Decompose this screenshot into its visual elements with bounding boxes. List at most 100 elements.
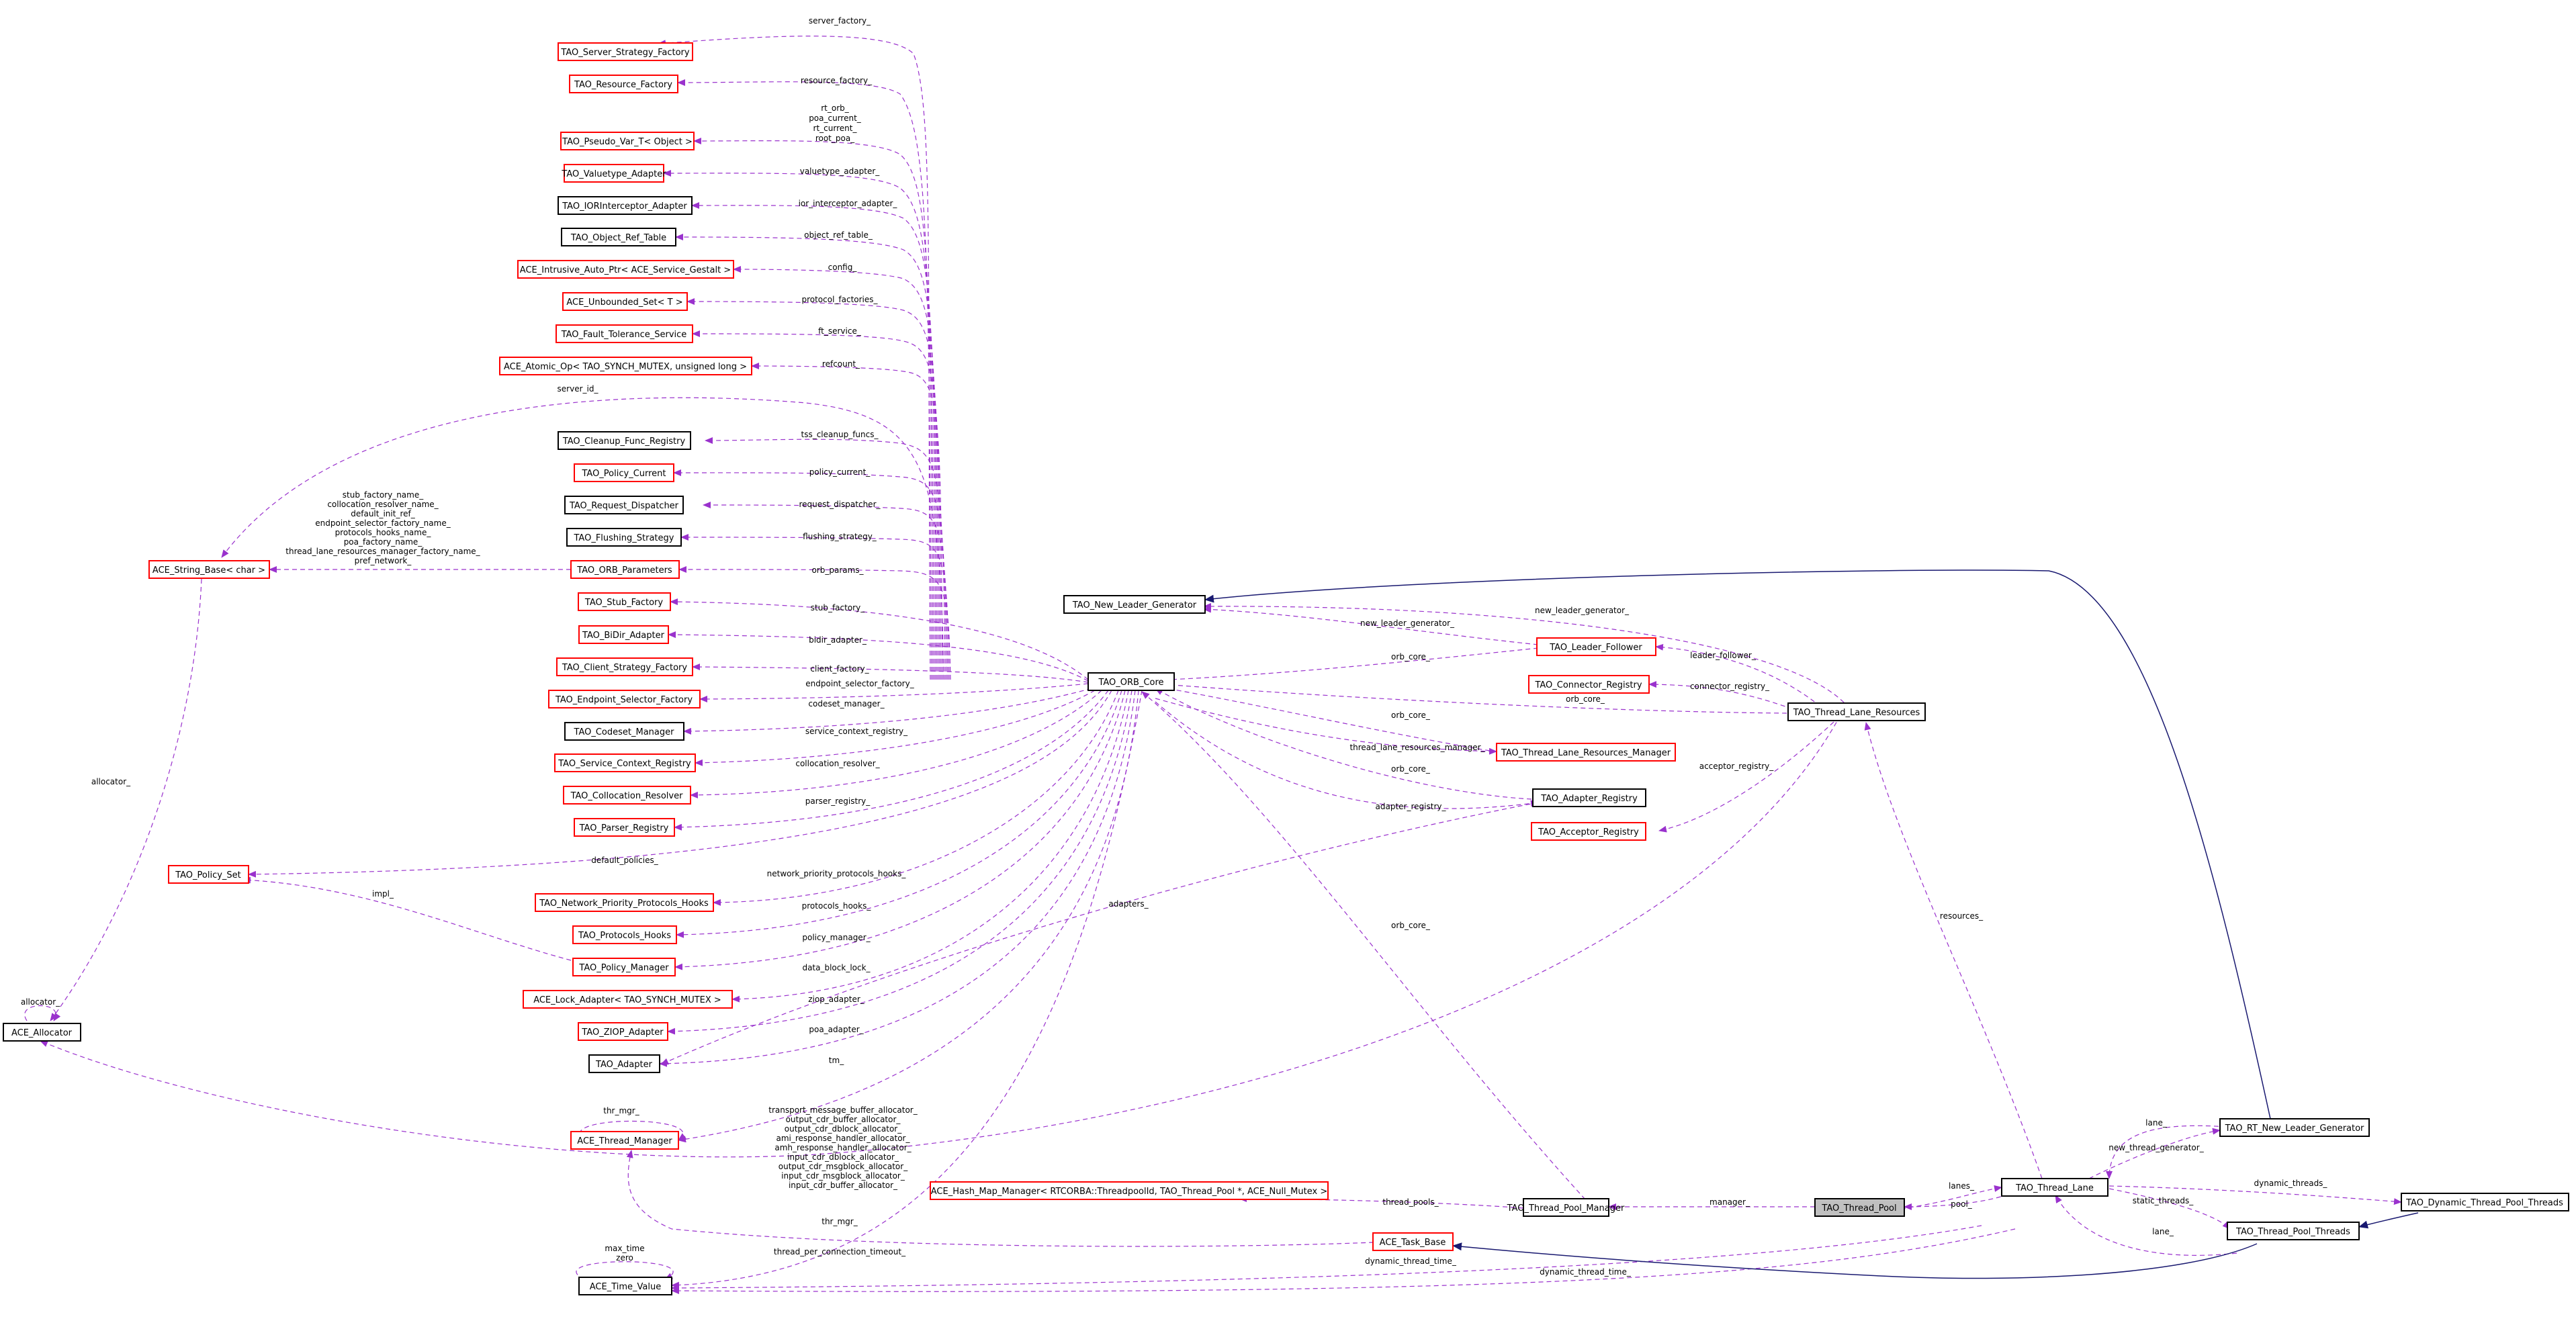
label-thr-mgr: thr_mgr_ <box>821 1217 858 1226</box>
edge-policy-manager <box>674 690 1126 970</box>
node-adapter-registry[interactable]: TAO_Adapter_Registry <box>1532 788 1646 807</box>
node-stub-factory[interactable]: TAO_Stub_Factory <box>578 592 671 611</box>
node-label: TAO_Service_Context_Registry <box>558 759 691 769</box>
node-cleanup-func-registry[interactable]: TAO_Cleanup_Func_Registry <box>558 431 691 450</box>
node-orb-core[interactable]: TAO_ORB_Core <box>1087 672 1175 691</box>
edge-endpoint-selector <box>699 683 1089 702</box>
node-service-context-registry[interactable]: TAO_Service_Context_Registry <box>554 753 696 772</box>
label-default-init-ref: default_init_ref_ <box>351 509 415 518</box>
node-task-base[interactable]: ACE_Task_Base <box>1372 1232 1454 1251</box>
label-resource-factory: resource_factory_ <box>801 76 873 85</box>
label-ft-service: ft_service_ <box>818 326 862 336</box>
label-ziop-adapter: ziop_adapter_ <box>808 995 865 1004</box>
edge-parser-registry <box>674 690 1109 831</box>
node-request-dispatcher[interactable]: TAO_Request_Dispatcher <box>564 496 684 514</box>
edge-static-threads <box>2108 1188 2231 1230</box>
node-atomic-op[interactable]: ACE_Atomic_Op< TAO_SYNCH_MUTEX, unsigned… <box>499 357 752 375</box>
label-poa-adapter: poa_adapter_ <box>809 1025 864 1034</box>
label-codeset-manager: codeset_manager_ <box>808 699 885 708</box>
label-tlr-manager: thread_lane_resources_manager_ <box>1349 743 1485 752</box>
node-ior-interceptor-adapter[interactable]: TAO_IORInterceptor_Adapter <box>558 196 693 215</box>
node-dynamic-thread-pool-threads[interactable]: TAO_Dynamic_Thread_Pool_Threads <box>2401 1193 2569 1211</box>
node-tao-adapter[interactable]: TAO_Adapter <box>588 1054 660 1073</box>
edge-leader-follower <box>1655 643 1828 713</box>
label-alloc-8: input_cdr_buffer_allocator_ <box>789 1181 898 1190</box>
node-fault-tolerance[interactable]: TAO_Fault_Tolerance_Service <box>556 324 693 343</box>
node-label: ACE_Thread_Manager <box>577 1136 672 1146</box>
node-protocols-hooks[interactable]: TAO_Protocols_Hooks <box>572 925 677 944</box>
node-label: TAO_ORB_Parameters <box>576 565 672 576</box>
node-parser-registry[interactable]: TAO_Parser_Registry <box>574 818 675 837</box>
node-network-priority-hooks[interactable]: TAO_Network_Priority_Protocols_Hooks <box>535 893 714 912</box>
node-label: ACE_String_Base< char > <box>152 565 265 576</box>
node-orb-parameters[interactable]: TAO_ORB_Parameters <box>570 560 680 579</box>
node-collocation-resolver[interactable]: TAO_Collocation_Resolver <box>563 786 691 805</box>
node-policy-set[interactable]: TAO_Policy_Set <box>168 865 249 884</box>
node-label: TAO_Collocation_Resolver <box>570 791 684 801</box>
node-label: TAO_Parser_Registry <box>579 823 669 833</box>
label-alloc-7: input_cdr_msgblock_allocator_ <box>781 1171 905 1181</box>
node-unbounded-set[interactable]: ACE_Unbounded_Set< T > <box>562 292 688 311</box>
node-ziop-adapter[interactable]: TAO_ZIOP_Adapter <box>578 1022 668 1041</box>
node-label: ACE_Allocator <box>11 1028 73 1038</box>
node-valuetype-adapter[interactable]: TAO_Valuetype_Adapter <box>561 164 666 183</box>
node-endpoint-selector-factory[interactable]: TAO_Endpoint_Selector_Factory <box>548 690 701 708</box>
node-rt-new-leader-generator[interactable]: TAO_RT_New_Leader_Generator <box>2219 1118 2370 1137</box>
edge-protocol-factories <box>686 298 940 680</box>
edge-valuetype-adapter <box>663 169 935 680</box>
label-protocol-factories: protocol_factories_ <box>801 295 878 304</box>
edges <box>24 36 2419 1295</box>
node-policy-current[interactable]: TAO_Policy_Current <box>574 463 674 482</box>
label-pref-network: pref_network_ <box>355 556 412 565</box>
node-label: TAO_Dynamic_Thread_Pool_Threads <box>2405 1198 2563 1208</box>
node-lock-adapter[interactable]: ACE_Lock_Adapter< TAO_SYNCH_MUTEX > <box>523 990 733 1009</box>
node-label: TAO_Flushing_Strategy <box>574 533 674 543</box>
label-thr-mgr-self: thr_mgr_ <box>603 1106 639 1115</box>
node-codeset-manager[interactable]: TAO_Codeset_Manager <box>564 722 684 741</box>
node-resource-factory[interactable]: TAO_Resource_Factory <box>569 75 678 93</box>
node-object-ref-table[interactable]: TAO_Object_Ref_Table <box>561 228 676 246</box>
node-label: TAO_Policy_Current <box>581 469 666 479</box>
node-thread-lane[interactable]: TAO_Thread_Lane <box>2001 1178 2108 1197</box>
node-string-base[interactable]: ACE_String_Base< char > <box>148 560 270 579</box>
label-new-thread-generator: new_thread_generator_ <box>2108 1143 2204 1152</box>
node-label: TAO_Connector_Registry <box>1534 680 1642 690</box>
node-intrusive-auto-ptr[interactable]: ACE_Intrusive_Auto_Ptr< ACE_Service_Gest… <box>517 260 734 279</box>
node-time-value[interactable]: ACE_Time_Value <box>578 1277 672 1295</box>
node-flushing-strategy[interactable]: TAO_Flushing_Strategy <box>566 528 682 547</box>
label-thread-pools: thread_pools_ <box>1382 1197 1439 1207</box>
node-label: TAO_Cleanup_Func_Registry <box>562 437 686 447</box>
node-thread-lane-resources[interactable]: TAO_Thread_Lane_Resources <box>1787 702 1926 721</box>
node-new-leader-generator[interactable]: TAO_New_Leader_Generator <box>1063 595 1206 614</box>
node-server-strategy-factory[interactable]: TAO_Server_Strategy_Factory <box>558 42 693 61</box>
node-hash-map-manager[interactable]: ACE_Hash_Map_Manager< RTCORBA::Threadpoo… <box>930 1181 1329 1200</box>
label-connector-registry: connector_registry_ <box>1690 682 1770 691</box>
node-pseudo-var[interactable]: TAO_Pseudo_Var_T< Object > <box>560 132 695 150</box>
label-parser-registry: parser_registry_ <box>805 796 871 806</box>
label-lane-b: lane_ <box>2152 1227 2174 1236</box>
node-thread-manager[interactable]: ACE_Thread_Manager <box>570 1131 679 1150</box>
node-thread-pool-manager[interactable]: TAO_Thread_Pool_Manager <box>1507 1198 1625 1217</box>
label-thread-per-connection: thread_per_connection_timeout_ <box>774 1247 906 1256</box>
node-acceptor-registry[interactable]: TAO_Acceptor_Registry <box>1531 822 1646 841</box>
node-connector-registry[interactable]: TAO_Connector_Registry <box>1528 675 1650 694</box>
label-server-id: server_id_ <box>558 384 599 394</box>
node-policy-manager[interactable]: TAO_Policy_Manager <box>572 958 676 976</box>
node-leader-follower[interactable]: TAO_Leader_Follower <box>1536 637 1656 656</box>
node-allocator[interactable]: ACE_Allocator <box>3 1023 81 1042</box>
label-flushing-strategy: flushing_strategy_ <box>803 532 877 541</box>
edge-thread-pools <box>1239 1195 1524 1209</box>
label-alloc-2: output_cdr_dblock_allocator_ <box>785 1124 902 1134</box>
node-bidir-adapter[interactable]: TAO_BiDir_Adapter <box>578 625 669 644</box>
node-tlr-manager[interactable]: TAO_Thread_Lane_Resources_Manager <box>1496 743 1676 762</box>
edge-thr-mgr <box>626 1150 1374 1247</box>
edge-inherit-new-leader <box>1204 569 2271 1119</box>
edge-dynamic-thread-time-b <box>671 1228 2016 1295</box>
node-label: TAO_IORInterceptor_Adapter <box>562 201 687 212</box>
node-thread-pool[interactable]: TAO_Thread_Pool <box>1814 1198 1905 1217</box>
label-bidir-adapter: bidir_adapter_ <box>809 635 867 645</box>
node-thread-pool-threads[interactable]: TAO_Thread_Pool_Threads <box>2227 1222 2360 1240</box>
node-client-strategy-factory[interactable]: TAO_Client_Strategy_Factory <box>556 657 693 676</box>
edge-inherit-dynamic-threads <box>2358 1212 2419 1229</box>
